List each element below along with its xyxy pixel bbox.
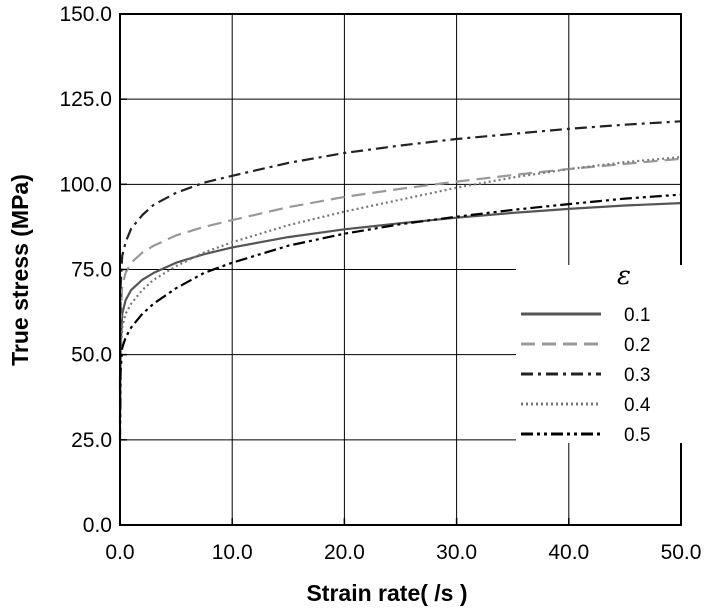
y-tick-label: 75.0 — [71, 259, 112, 282]
x-axis-label: Strain rate( /s ) — [306, 580, 467, 606]
y-tick-label: 50.0 — [71, 344, 112, 367]
x-tick-label: 20.0 — [324, 541, 365, 564]
tick-labels: 0.0 10.0 20.0 30.0 40.0 50.0 0.0 25.0 50.0 75.0 10… — [59, 3, 701, 564]
legend-label: 0.2 — [624, 335, 650, 356]
legend-label: 0.4 — [624, 395, 651, 416]
y-tick-label: 25.0 — [71, 429, 112, 452]
legend-label: 0.3 — [624, 365, 650, 386]
series-layer — [118, 120, 682, 440]
legend-label: 0.5 — [624, 425, 650, 446]
x-tick-label: 0.0 — [105, 541, 134, 564]
x-tick-label: 30.0 — [436, 541, 477, 564]
y-tick-label: 100.0 — [59, 173, 112, 196]
y-axis-label: True stress (MPa) — [7, 174, 33, 366]
y-tick-label: 125.0 — [59, 88, 112, 111]
legend-title: ε — [617, 261, 631, 291]
legend-box — [516, 265, 686, 443]
x-tick-label: 40.0 — [548, 541, 589, 564]
series-line-0-3 — [118, 120, 682, 389]
y-tick-label: 0.0 — [83, 514, 112, 537]
legend-label: 0.1 — [624, 305, 650, 326]
series-line-0-2 — [118, 157, 682, 406]
series-line-0-5 — [118, 193, 682, 440]
series-line-0-4 — [118, 156, 682, 423]
x-tick-label: 50.0 — [661, 541, 702, 564]
legend-items: 0.1 0.2 0.3 0.4 0.5 — [521, 305, 651, 446]
legend: ε 0.1 0.2 0.3 0.4 0.5 — [516, 261, 686, 446]
series-line-0-1 — [118, 202, 682, 423]
y-tick-label: 150.0 — [59, 3, 112, 26]
x-tick-label: 10.0 — [212, 541, 253, 564]
